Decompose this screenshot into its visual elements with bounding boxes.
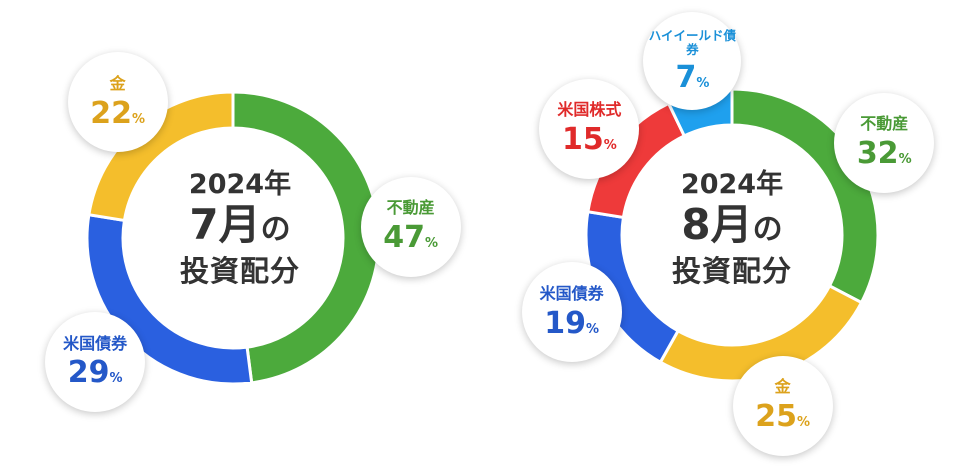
percent-sign: % bbox=[603, 137, 617, 153]
slice-label: 金 bbox=[774, 377, 791, 397]
slice-label: 金 bbox=[109, 74, 126, 94]
slice-value: 19% bbox=[544, 305, 600, 341]
percent-sign: % bbox=[898, 152, 912, 168]
center-title-august: 2024年 8月の 投資配分 bbox=[647, 170, 817, 288]
slice-label-bubble: 米国株式 15% bbox=[539, 78, 640, 179]
slice-label-bubble: 不動産 47% bbox=[360, 176, 461, 277]
percent-sign: % bbox=[424, 235, 439, 251]
slice-label: 不動産 bbox=[860, 114, 909, 134]
percent-sign: % bbox=[696, 75, 710, 91]
center-year: 2024年 bbox=[188, 169, 292, 200]
donut-hole bbox=[623, 126, 841, 344]
percent-sign: % bbox=[131, 111, 145, 127]
slice-label-bubble: ハイイールド債券 7% bbox=[643, 12, 742, 111]
slice-value: 32% bbox=[856, 136, 912, 172]
slice-label: 米国株式 bbox=[557, 100, 622, 120]
slice-label: 不動産 bbox=[386, 198, 435, 218]
slice-label-bubble: 不動産 32% bbox=[834, 92, 935, 193]
slice-value: 47% bbox=[383, 219, 439, 255]
slice-value: 29% bbox=[67, 355, 123, 391]
center-year: 2024年 bbox=[680, 169, 784, 200]
slice-label-bubble: 金 25% bbox=[732, 355, 833, 456]
center-month: 7月 bbox=[189, 199, 261, 249]
percent-sign: % bbox=[109, 371, 123, 387]
center-subtitle: 投資配分 bbox=[671, 253, 792, 288]
slice-value: 15% bbox=[561, 121, 617, 157]
donut-hole bbox=[124, 129, 342, 347]
center-title-july: 2024年 7月の 投資配分 bbox=[155, 170, 325, 288]
slice-value: 7% bbox=[675, 59, 710, 95]
donut-slice bbox=[231, 90, 381, 385]
center-subtitle: 投資配分 bbox=[179, 253, 300, 288]
slice-label: 米国債券 bbox=[539, 283, 604, 303]
center-month: 8月 bbox=[681, 199, 753, 249]
slice-label: 米国債券 bbox=[63, 333, 128, 353]
percent-sign: % bbox=[797, 414, 811, 430]
slice-value: 22% bbox=[90, 95, 145, 131]
slice-value: 25% bbox=[755, 398, 811, 434]
slice-label-bubble: 米国債券 29% bbox=[45, 311, 146, 412]
slice-label: ハイイールド債券 bbox=[648, 28, 737, 57]
slice-label-bubble: 米国債券 19% bbox=[521, 262, 622, 363]
center-month-particle: の bbox=[752, 211, 783, 247]
slice-label-bubble: 金 22% bbox=[67, 52, 168, 153]
percent-sign: % bbox=[585, 321, 600, 337]
center-month-particle: の bbox=[260, 211, 291, 247]
donut-slice bbox=[87, 90, 235, 223]
